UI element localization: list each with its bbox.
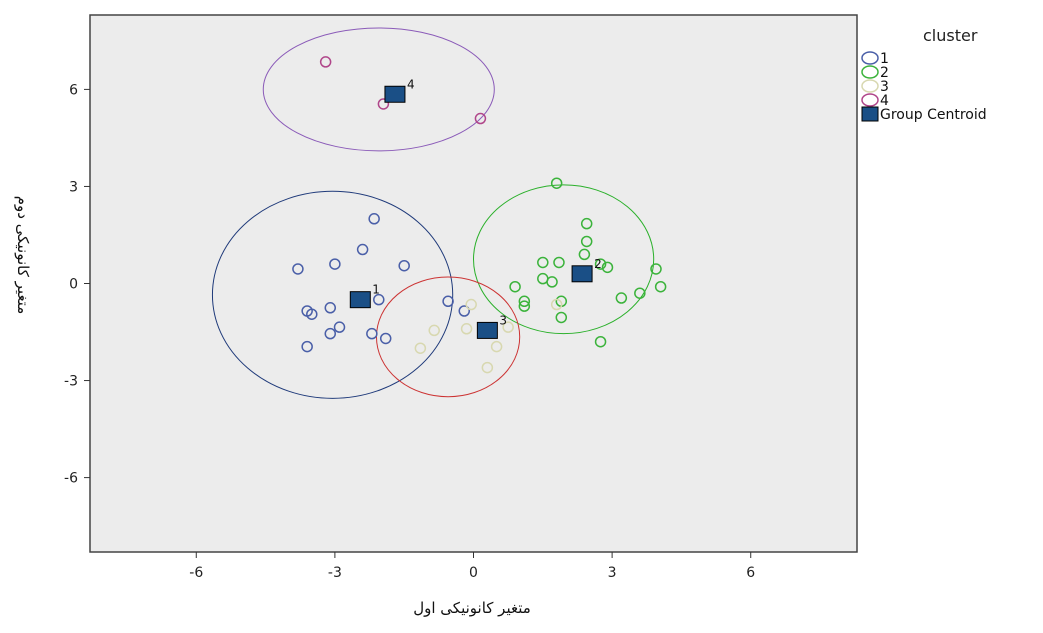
cluster-2-point [601, 261, 614, 274]
x-tick-label: -6 [189, 565, 203, 581]
legend-marker-cluster-2 [861, 65, 879, 79]
legend-marker-centroid [861, 106, 879, 122]
cluster-3-point [414, 342, 427, 354]
cluster-1-point [379, 332, 392, 345]
y-tick-label: -3 [64, 374, 78, 390]
cluster-3-point [502, 321, 514, 333]
legend-marker-cluster-1 [861, 51, 879, 65]
cluster-1-point [458, 305, 471, 317]
cluster-3-point [428, 324, 440, 337]
x-tick-label: 0 [469, 565, 478, 581]
centroid-label: 4 [407, 77, 415, 91]
y-tick-label: 6 [69, 82, 78, 98]
centroid-layer: 1 2 3 4 [349, 77, 602, 339]
cluster-2-point [537, 256, 549, 269]
x-tick-label: -3 [328, 565, 342, 581]
y-tick-label: -6 [64, 471, 78, 487]
cluster-1-point [301, 340, 313, 353]
cluster-1-point [442, 295, 454, 308]
y-axis-label: متغیر کانونیکی دوم [14, 196, 32, 314]
cluster-2-point [518, 300, 531, 312]
cluster-1-point [373, 293, 385, 306]
cluster-2-point [555, 311, 568, 324]
cluster-4-ellipse [262, 27, 495, 152]
legend-label: 2 [880, 65, 889, 81]
centroid-label: 1 [372, 283, 380, 297]
cluster-2-ellipse [473, 184, 655, 335]
cluster-2-point [518, 295, 531, 308]
x-axis-label: متغیر کانونیکی اول [413, 599, 531, 617]
cluster-2-point [546, 276, 558, 288]
cluster-3-point [465, 298, 477, 311]
cluster-2-point [578, 248, 591, 261]
cluster-3-point [490, 340, 503, 353]
cluster-1-point [324, 327, 337, 340]
cluster-2-point [580, 235, 593, 248]
cluster-1-point [368, 213, 380, 225]
cluster-4-point [319, 56, 332, 68]
cluster-1-ellipse [211, 190, 454, 399]
cluster-2-point [594, 335, 607, 348]
legend-label: 1 [880, 51, 889, 67]
cluster-2-point [634, 287, 646, 299]
cluster-1-point [333, 321, 346, 333]
legend-label: Group Centroid [880, 107, 987, 123]
group-centroid-marker [476, 321, 498, 339]
group-centroid-marker [384, 85, 406, 103]
cluster-1-point [306, 308, 318, 320]
legend-label: 3 [880, 79, 889, 95]
group-centroid-marker [349, 291, 371, 309]
legend-title: cluster [923, 26, 978, 45]
x-tick-label: 6 [746, 565, 755, 581]
legend-marker-cluster-3 [861, 79, 879, 93]
cluster-3-point [550, 298, 563, 311]
cluster-2-point [650, 263, 662, 275]
cluster-2-point [594, 258, 607, 270]
plot-background [89, 14, 858, 553]
cluster-1-point [329, 258, 341, 270]
cluster-2-point [553, 256, 565, 269]
centroid-label: 3 [499, 313, 507, 327]
cluster-3-point [460, 323, 473, 335]
cluster-4-point [474, 112, 487, 125]
cluster-2-point [550, 177, 563, 189]
cluster-2-point [509, 280, 521, 293]
centroid-label: 2 [594, 257, 602, 271]
cluster-2-point [580, 217, 593, 230]
cluster-1-point [292, 263, 304, 275]
cluster-1-point [366, 327, 378, 340]
group-centroid-marker [571, 265, 593, 283]
tick-layer: -6 -3 0 3 6 -6 -3 0 3 6 [64, 82, 755, 581]
cluster-1-point [356, 243, 369, 256]
cluster-2-point [654, 280, 667, 293]
y-tick-label: 3 [69, 179, 78, 195]
cluster-4-point [377, 98, 390, 110]
cluster-1-point [398, 259, 410, 272]
x-tick-label: 3 [608, 565, 617, 581]
cluster-1-point [324, 302, 337, 314]
y-tick-label: 0 [69, 277, 78, 293]
legend-label: 4 [880, 93, 889, 109]
cluster-3-point [481, 361, 494, 374]
cluster-2-point [615, 292, 628, 304]
legend-marker-cluster-4 [861, 93, 879, 107]
point-layer [292, 56, 667, 374]
